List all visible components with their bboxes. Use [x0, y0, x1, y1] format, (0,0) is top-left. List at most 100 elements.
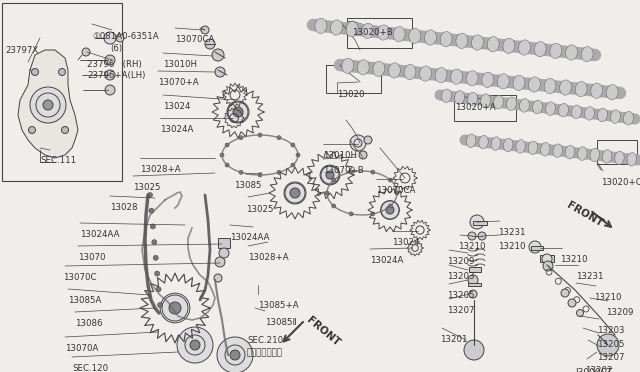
Text: 13203: 13203: [597, 326, 625, 335]
Bar: [2, 3, 122, 181]
Text: 13203: 13203: [447, 272, 474, 281]
Ellipse shape: [520, 99, 529, 112]
Bar: [473, 221, 487, 225]
Circle shape: [82, 48, 90, 56]
Text: 13207: 13207: [447, 306, 474, 315]
Circle shape: [285, 183, 305, 203]
Circle shape: [149, 208, 154, 213]
Text: 13070+B: 13070+B: [323, 166, 364, 175]
Circle shape: [386, 206, 394, 214]
Ellipse shape: [393, 26, 405, 42]
Text: 13020: 13020: [337, 90, 365, 99]
Ellipse shape: [598, 108, 607, 122]
Circle shape: [105, 55, 115, 65]
Circle shape: [332, 204, 336, 208]
Circle shape: [219, 248, 229, 258]
Ellipse shape: [493, 96, 504, 109]
Ellipse shape: [545, 102, 556, 115]
Circle shape: [388, 204, 392, 208]
Circle shape: [349, 170, 353, 174]
Ellipse shape: [611, 110, 620, 124]
Bar: [597, 140, 637, 164]
Ellipse shape: [566, 45, 577, 60]
Text: 13024A: 13024A: [160, 125, 193, 134]
Text: 13210: 13210: [498, 242, 525, 251]
Ellipse shape: [602, 150, 612, 163]
Text: SEC.111: SEC.111: [40, 156, 76, 165]
Circle shape: [258, 133, 262, 137]
Circle shape: [464, 340, 484, 360]
Circle shape: [31, 68, 38, 76]
Text: 13231: 13231: [576, 272, 604, 281]
Circle shape: [214, 274, 222, 282]
Text: 13070+A: 13070+A: [158, 78, 198, 87]
Circle shape: [597, 334, 619, 356]
Ellipse shape: [559, 103, 568, 117]
Ellipse shape: [529, 77, 540, 92]
Circle shape: [58, 68, 65, 76]
Circle shape: [395, 191, 399, 195]
Circle shape: [543, 261, 553, 271]
Ellipse shape: [331, 20, 342, 35]
Circle shape: [296, 153, 300, 157]
Ellipse shape: [572, 105, 582, 119]
Text: 13028+A: 13028+A: [140, 165, 180, 174]
Ellipse shape: [373, 61, 385, 77]
Ellipse shape: [553, 144, 563, 157]
Circle shape: [162, 295, 188, 321]
Circle shape: [561, 289, 569, 297]
Circle shape: [277, 136, 281, 140]
Circle shape: [291, 143, 295, 147]
Text: 13070A: 13070A: [65, 344, 99, 353]
Circle shape: [291, 163, 295, 167]
Circle shape: [332, 178, 336, 182]
Circle shape: [215, 257, 225, 267]
Text: 13025: 13025: [133, 183, 161, 192]
Text: 13210: 13210: [594, 293, 621, 302]
Circle shape: [201, 26, 209, 34]
Circle shape: [468, 275, 478, 285]
Circle shape: [277, 170, 281, 174]
Text: (6): (6): [110, 44, 122, 53]
Circle shape: [177, 327, 213, 363]
Bar: [326, 65, 381, 93]
Circle shape: [230, 350, 240, 360]
Circle shape: [478, 232, 486, 240]
Ellipse shape: [491, 137, 500, 150]
Ellipse shape: [342, 58, 354, 73]
Ellipse shape: [468, 92, 477, 106]
Ellipse shape: [591, 83, 602, 98]
Text: J3000CT: J3000CT: [575, 368, 612, 372]
Text: SEC.210: SEC.210: [247, 336, 283, 345]
Circle shape: [568, 299, 576, 307]
Text: ①081A0-6351A: ①081A0-6351A: [92, 32, 159, 41]
Ellipse shape: [534, 42, 546, 57]
Circle shape: [105, 85, 115, 95]
Text: 13025: 13025: [246, 205, 273, 214]
Circle shape: [364, 136, 372, 144]
Text: 13070: 13070: [78, 253, 106, 262]
Circle shape: [215, 67, 225, 77]
Text: 13205: 13205: [597, 340, 625, 349]
Ellipse shape: [578, 147, 587, 160]
Text: 13201: 13201: [440, 335, 467, 344]
Ellipse shape: [346, 22, 358, 37]
Ellipse shape: [513, 75, 525, 90]
Ellipse shape: [482, 72, 493, 87]
Circle shape: [469, 290, 477, 298]
Ellipse shape: [497, 74, 509, 89]
Text: 13070CA: 13070CA: [175, 35, 214, 44]
Circle shape: [205, 39, 215, 49]
Ellipse shape: [516, 140, 525, 153]
Ellipse shape: [315, 18, 327, 33]
Bar: [454, 95, 516, 121]
Ellipse shape: [420, 66, 431, 81]
Circle shape: [371, 212, 375, 216]
Text: FRONT: FRONT: [565, 200, 605, 229]
Ellipse shape: [451, 69, 463, 84]
Circle shape: [321, 166, 339, 184]
Ellipse shape: [409, 28, 420, 44]
Text: 13209: 13209: [606, 308, 634, 317]
Ellipse shape: [544, 78, 556, 94]
Circle shape: [326, 171, 334, 179]
